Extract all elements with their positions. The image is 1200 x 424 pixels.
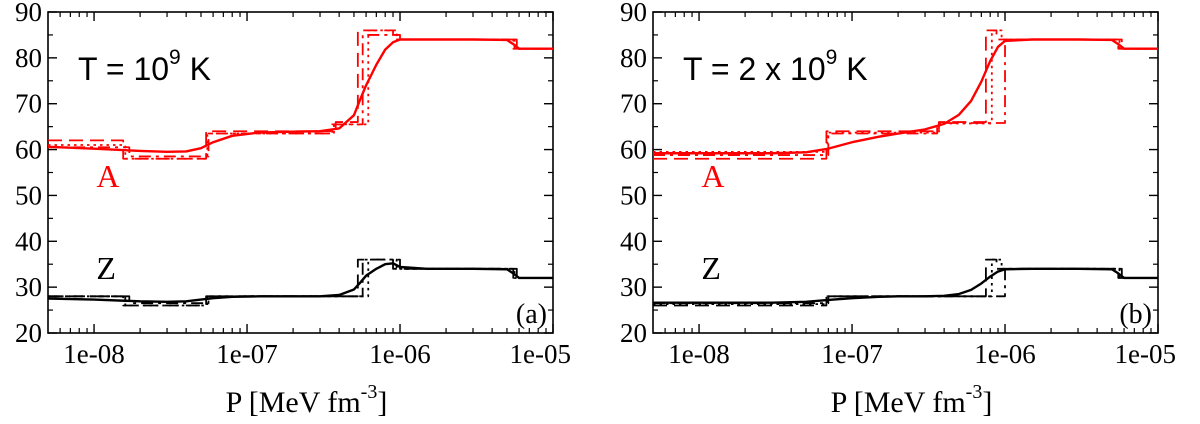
- y-tick-label: 70: [620, 89, 647, 119]
- temperature-annotation: T = 109 K: [78, 46, 211, 87]
- series-line-Z-dashdot: [48, 258, 553, 305]
- series-label-Z: Z: [701, 250, 721, 286]
- x-axis-title: P [MeV fm-3]: [226, 381, 388, 419]
- series-line-Z-dashed: [653, 258, 1158, 307]
- y-tick-label: 60: [620, 135, 647, 165]
- series-line-A-dashed: [653, 29, 1158, 160]
- series-group: [653, 29, 1158, 307]
- annotation-base: T = 10: [78, 51, 169, 87]
- temperature-annotation: T = 2 x 109 K: [683, 46, 868, 87]
- x-axis-title-suffix: ]: [982, 386, 992, 419]
- y-tick-label: 90: [15, 0, 42, 27]
- series-label-A: A: [96, 158, 119, 194]
- y-tick-label: 30: [620, 272, 647, 302]
- series-line-A-dashdot: [48, 34, 553, 158]
- series-line-A-dotted: [48, 29, 553, 160]
- panel-a: 20 30 40 50 60 70 80 90 1e-08 1e-07 1e-06 1e-05 A Z T …: [15, 0, 571, 419]
- y-tick-label: 50: [620, 180, 647, 210]
- series-line-A-dotted: [653, 29, 1158, 153]
- annotation-suffix: K: [181, 51, 211, 87]
- x-tick-label: 1e-06: [974, 339, 1035, 369]
- y-tick-label: 30: [15, 272, 42, 302]
- annotation-exponent: 9: [826, 46, 838, 69]
- series-line-A-dashed: [48, 29, 553, 160]
- series-line-Z-dashed: [48, 258, 553, 307]
- series-label-Z: Z: [96, 250, 116, 286]
- panel-tag: (a): [516, 299, 547, 330]
- panel-tag: (b): [1119, 299, 1152, 330]
- x-axis-title: P [MeV fm-3]: [831, 381, 993, 419]
- y-tick-label: 80: [15, 43, 42, 73]
- x-tick-label: 1e-05: [510, 339, 571, 369]
- y-tick-label: 50: [15, 180, 42, 210]
- x-axis-title-base: P [MeV fm: [226, 386, 361, 419]
- series-label-A: A: [701, 158, 724, 194]
- y-tick-label: 80: [620, 43, 647, 73]
- y-tick-label: 90: [620, 0, 647, 27]
- y-tick-label: 40: [620, 226, 647, 256]
- x-tick-label: 1e-06: [369, 339, 430, 369]
- x-tick-label: 1e-07: [821, 339, 882, 369]
- annotation-exponent: 9: [169, 46, 181, 69]
- annotation-suffix: K: [837, 51, 867, 87]
- series-line-Z-solid: [653, 267, 1158, 304]
- y-tick-label: 40: [15, 226, 42, 256]
- y-tick-label: 70: [15, 89, 42, 119]
- x-axis-title-exponent: -3: [966, 381, 983, 403]
- annotation-base: T = 2 x 10: [683, 51, 826, 87]
- x-tick-label: 1e-08: [63, 339, 124, 369]
- x-tick-label: 1e-05: [1115, 339, 1176, 369]
- x-tick-label: 1e-08: [668, 339, 729, 369]
- y-tick-label: 20: [620, 318, 647, 348]
- x-axis-title-suffix: ]: [377, 386, 387, 419]
- panel-b: 20 30 40 50 60 70 80 90 1e-08 1e-07 1e-06 1e-05 A Z T …: [620, 0, 1176, 419]
- x-tick-label: 1e-07: [216, 339, 277, 369]
- y-tick-label: 20: [15, 318, 42, 348]
- series-line-Z-dashdot: [653, 267, 1158, 305]
- y-tick-label: 60: [15, 135, 42, 165]
- series-line-Z-dotted: [48, 258, 553, 307]
- series-group: [48, 29, 553, 307]
- x-axis-title-base: P [MeV fm: [831, 386, 966, 419]
- x-axis-title-exponent: -3: [361, 381, 378, 403]
